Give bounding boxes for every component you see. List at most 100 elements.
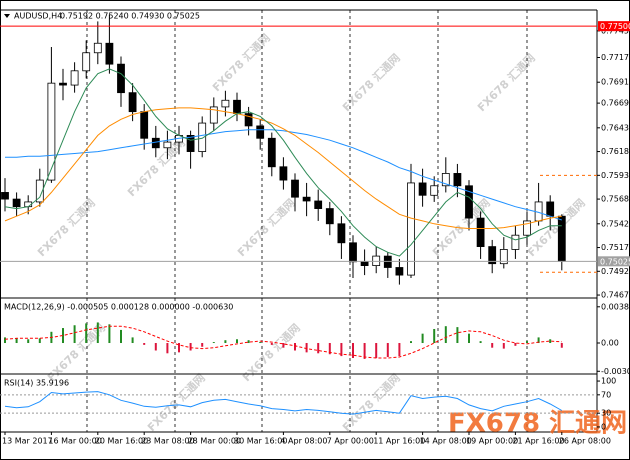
menu-triangle: [4, 14, 10, 18]
histogram-bar: [526, 341, 528, 344]
macd-title: MACD(12,26,9) -0.000505 0.000128 0.00000…: [4, 303, 233, 312]
histogram-bar: [340, 343, 343, 357]
candle-body: [209, 106, 218, 124]
candle-body: [488, 246, 497, 265]
line-series: [5, 129, 562, 221]
level-box: [598, 256, 630, 267]
histogram-bar: [479, 341, 482, 344]
histogram-bar: [294, 343, 296, 351]
candle-body: [465, 185, 473, 219]
histogram-bar: [73, 325, 76, 344]
histogram-bar: [456, 327, 459, 344]
y-tick-label: 0: [601, 422, 606, 431]
line-series: [4, 68, 562, 257]
candle-body: [360, 261, 369, 266]
histogram-bar: [189, 343, 192, 351]
histogram-bar: [236, 339, 238, 344]
candle-body: [105, 42, 114, 65]
x-tick-label: 4 Apr 08:00: [280, 437, 327, 446]
histogram-bar: [282, 343, 285, 348]
candle-body: [523, 220, 531, 236]
histogram-bar: [514, 343, 517, 346]
candle-body: [198, 122, 207, 152]
level-label: 0.77500: [600, 22, 630, 31]
candle-body: [267, 137, 276, 168]
x-tick-label: 30 Mar 16:00: [234, 437, 287, 446]
candle-body: [325, 208, 334, 225]
rsi-title: RSI(14) 35.9196: [4, 379, 69, 388]
candle-body: [430, 185, 439, 196]
x-tick-label: 16 Mar 00:00: [48, 437, 101, 446]
histogram-bar: [27, 339, 30, 344]
line-series: [4, 325, 562, 359]
histogram-bar: [15, 338, 18, 344]
histogram-bar: [247, 340, 250, 344]
histogram-bar: [410, 341, 412, 344]
candle-body: [441, 173, 450, 187]
histogram-bar: [433, 328, 436, 344]
y-tick-label: 0.003873: [601, 302, 630, 311]
x-tick-label: 28 Mar 00:00: [188, 437, 241, 446]
histogram-bar: [421, 333, 424, 344]
candle-body: [279, 166, 288, 181]
candle-body: [12, 198, 21, 208]
x-tick-label: 7 Apr 00:00: [327, 437, 374, 446]
y-tick-label: -0.003021: [601, 367, 630, 376]
panel-borders: [0, 9, 598, 433]
y-tick-label: 100: [601, 377, 616, 386]
histogram-bar: [224, 340, 227, 344]
x-tick-label: 13 Mar 2017: [2, 437, 53, 446]
histogram-bar: [352, 343, 354, 358]
candle-body: [302, 196, 311, 202]
histogram-bar: [85, 323, 88, 344]
x-tick-label: 14 Apr 08:00: [420, 437, 472, 446]
candle-body: [117, 63, 125, 94]
candle-body: [418, 182, 427, 196]
histogram-bar: [270, 343, 273, 345]
candle-body: [151, 137, 160, 149]
candle-body: [407, 182, 415, 276]
histogram-bar: [131, 337, 134, 344]
x-tick-label: 11 Apr 16:00: [373, 437, 425, 446]
level-box: [598, 21, 630, 32]
candle-body: [163, 141, 172, 149]
candle-body: [186, 135, 195, 152]
histogram-bar: [62, 328, 64, 344]
candle-body: [47, 82, 56, 181]
histogram-bar: [166, 343, 169, 354]
histogram-bar: [154, 343, 157, 351]
x-tick-label: 26 Apr 08:00: [559, 437, 611, 446]
candle-body: [337, 223, 346, 244]
histogram-bar: [178, 343, 180, 353]
candle-body: [140, 111, 149, 139]
x-tick-label: 19 Apr 00:00: [466, 437, 518, 446]
candle-body: [395, 267, 404, 276]
candle-body: [35, 179, 44, 203]
histogram-bar: [444, 326, 447, 344]
candle-body: [128, 92, 137, 113]
candle-body: [93, 42, 102, 54]
histogram-bar: [549, 339, 552, 344]
candle-body: [233, 99, 241, 114]
candle-body: [82, 52, 91, 72]
candle-body: [291, 179, 299, 198]
histogram-bar: [560, 343, 563, 348]
histogram-bar: [96, 322, 99, 344]
candle-body: [476, 217, 485, 247]
x-tick-label: 23 Mar 08:00: [141, 437, 194, 446]
candle-body: [546, 201, 555, 217]
quote: 0.75192 0.75240 0.74930 0.75025: [60, 12, 200, 21]
histogram-bar: [386, 343, 389, 358]
histogram-bar: [143, 343, 146, 345]
histogram-bar: [328, 343, 331, 355]
